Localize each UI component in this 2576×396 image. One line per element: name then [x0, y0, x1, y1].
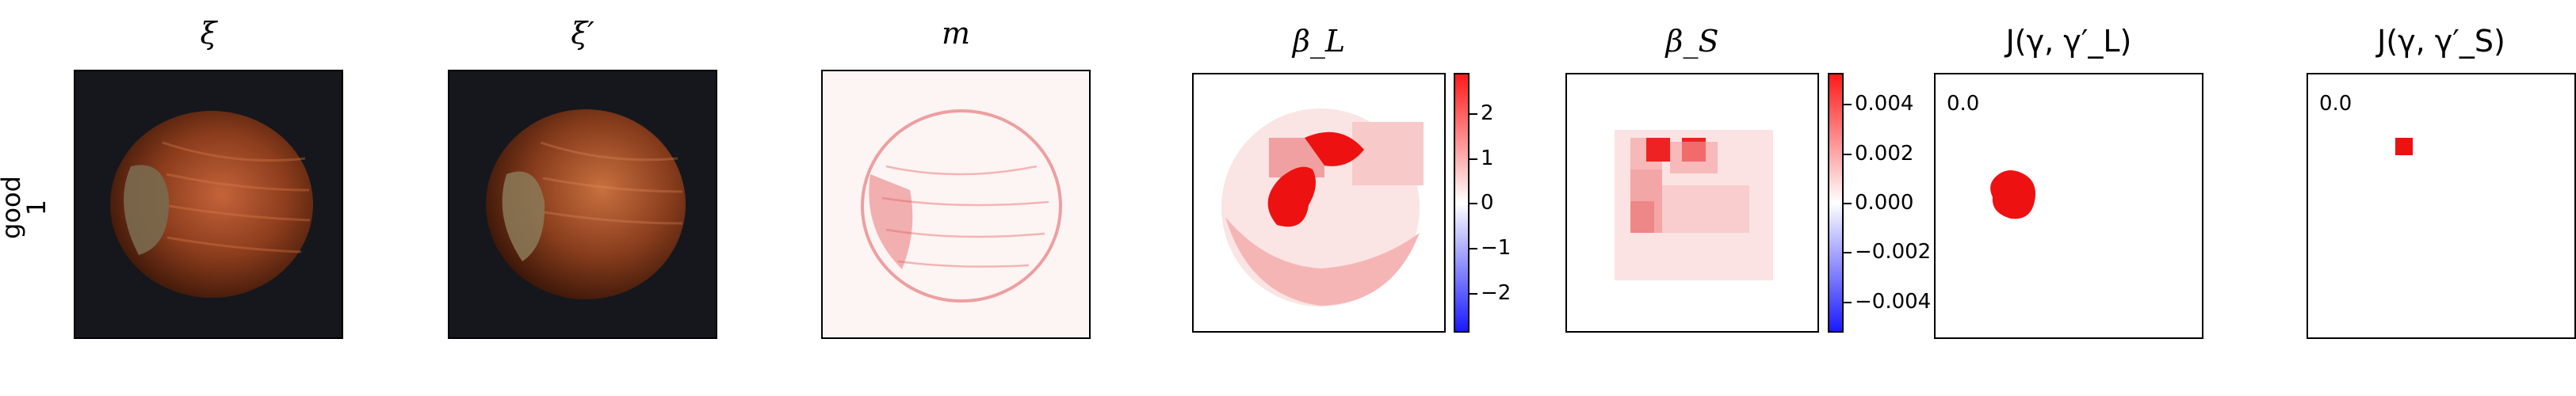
panel-title-xi-prime: ξ′ [571, 16, 594, 51]
cbar-l-tick-2: 1 [1481, 147, 1494, 170]
image-beta-s [1565, 73, 1819, 333]
cbar-l-tick-1: 2 [1481, 101, 1494, 125]
colorbar-beta-s [1828, 73, 1844, 333]
cbar-l-tick-3: 0 [1481, 191, 1494, 215]
panel-title-beta-l: β_L [1292, 24, 1346, 59]
colorbar-beta-l [1454, 73, 1470, 333]
cbar-l-tick-4: −1 [1481, 236, 1512, 260]
beta-l-map [1221, 109, 1424, 307]
panel-title-beta-s: β_S [1665, 24, 1719, 59]
image-j-l: 0.0 [1934, 73, 2203, 339]
image-m [821, 70, 1091, 339]
cbar-s-tick-5: −0.004 [1855, 290, 1932, 314]
cbar-s-tick-2: 0.002 [1855, 142, 1914, 166]
image-xi-prime [448, 70, 717, 339]
j-s-annotation: 0.0 [2319, 92, 2352, 116]
hazelnut-reconstruction [486, 109, 686, 299]
row-label-line1: good [0, 176, 26, 239]
beta-s-map [1615, 130, 1773, 280]
row-label-line2: 1 [21, 199, 52, 216]
image-beta-l [1192, 73, 1446, 333]
image-j-s: 0.0 [2307, 73, 2576, 339]
j-l-annotation: 0.0 [1947, 92, 1980, 116]
panel-title-j-s: J(γ, γ′_S) [2377, 24, 2505, 59]
panel-title-m: m [941, 16, 971, 51]
j-l-mask [1990, 170, 2035, 219]
cbar-l-tick-5: −2 [1481, 281, 1512, 305]
panel-title-j-l: J(γ, γ′_L) [2005, 24, 2132, 59]
hazelnut-image [110, 111, 313, 298]
cbar-s-tick-4: −0.002 [1855, 240, 1932, 264]
cbar-s-tick-3: 0.000 [1855, 191, 1914, 215]
image-xi [74, 70, 343, 339]
j-s-mask [2395, 138, 2413, 155]
row-label: good 1 [0, 160, 52, 255]
cbar-s-tick-1: 0.004 [1855, 92, 1914, 116]
panel-title-xi: ξ [200, 16, 217, 51]
difference-map [861, 109, 1062, 303]
